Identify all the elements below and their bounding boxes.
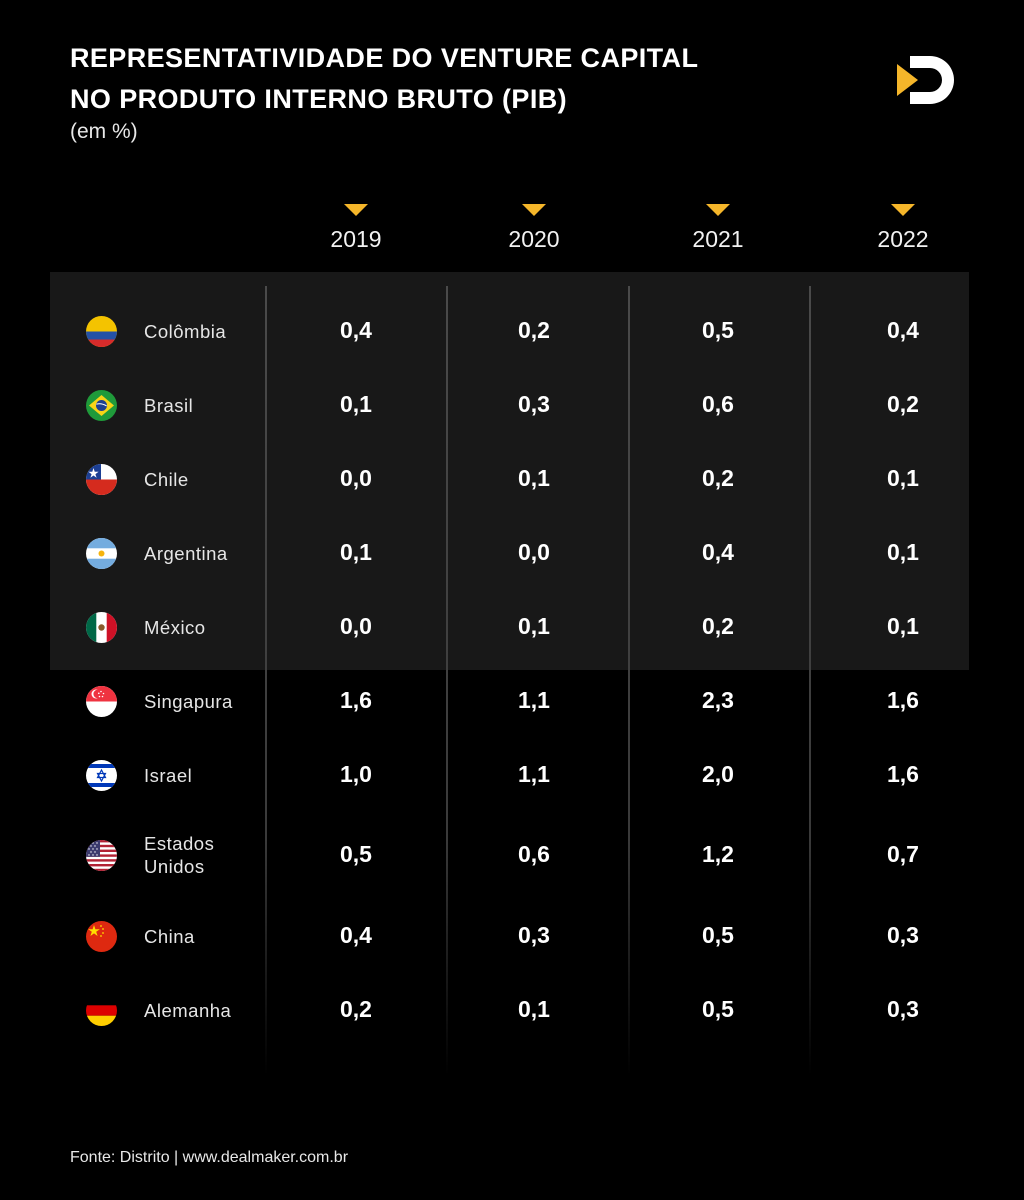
value-cell: 0,0 <box>340 613 372 639</box>
triangle-down-icon <box>891 204 915 216</box>
column-header-2020: 2020 <box>474 204 594 253</box>
value-cell: 1,6 <box>887 687 919 713</box>
source-footer: Fonte: Distrito | www.dealmaker.com.br <box>70 1149 349 1166</box>
value-cell: 1,6 <box>340 687 372 713</box>
mexico-flag-icon <box>86 611 117 643</box>
value-cell: 0,1 <box>887 465 919 491</box>
title-line-1: REPRESENTATIVIDADE DO VENTURE CAPITAL <box>70 43 699 73</box>
value-cell: 0,2 <box>702 613 734 639</box>
column-divider <box>265 286 267 1076</box>
value-cell: 0,5 <box>702 922 734 948</box>
value-cell: 0,5 <box>340 841 372 867</box>
value-cell: 0,3 <box>518 391 550 417</box>
table-row: Colômbia 0,4 0,2 0,5 0,4 <box>0 301 1024 361</box>
table-row: Chile 0,0 0,1 0,2 0,1 <box>0 449 1024 509</box>
column-divider <box>446 286 448 1076</box>
latam-highlight-band <box>50 272 969 670</box>
china-flag-icon <box>86 920 117 952</box>
value-cell: 0,3 <box>887 922 919 948</box>
year-label: 2019 <box>330 226 382 252</box>
year-label: 2022 <box>877 226 929 252</box>
country-label: Israel <box>144 764 193 786</box>
chart-title: REPRESENTATIVIDADE DO VENTURE CAPITAL NO… <box>70 38 698 120</box>
chile-flag-icon <box>86 463 117 495</box>
country-label: Chile <box>144 468 189 490</box>
country-label: Colômbia <box>144 320 227 342</box>
triangle-down-icon <box>344 204 368 216</box>
table-row: México 0,0 0,1 0,2 0,1 <box>0 597 1024 657</box>
triangle-down-icon <box>522 204 546 216</box>
column-header-2022: 2022 <box>843 204 963 253</box>
table-row: Brasil 0,1 0,3 0,6 0,2 <box>0 375 1024 435</box>
column-divider <box>809 286 811 1076</box>
country-label: Argentina <box>144 542 228 564</box>
triangle-down-icon <box>706 204 730 216</box>
value-cell: 1,0 <box>340 761 372 787</box>
value-cell: 0,1 <box>518 996 550 1022</box>
country-label: Estados Unidos <box>144 833 215 877</box>
table-row: Israel 1,0 1,1 2,0 1,6 <box>0 745 1024 805</box>
value-cell: 0,0 <box>518 539 550 565</box>
country-label: China <box>144 925 195 947</box>
value-cell: 2,3 <box>702 687 734 713</box>
title-line-2: NO PRODUTO INTERNO BRUTO (PIB) <box>70 84 568 114</box>
column-divider <box>628 286 630 1076</box>
israel-flag-icon <box>86 759 117 791</box>
germany-flag-icon <box>86 994 117 1026</box>
value-cell: 0,6 <box>702 391 734 417</box>
table-row: Singapura 1,6 1,1 2,3 1,6 <box>0 671 1024 731</box>
value-cell: 0,3 <box>518 922 550 948</box>
country-label: Alemanha <box>144 999 232 1021</box>
value-cell: 0,7 <box>887 841 919 867</box>
brazil-flag-icon <box>86 389 117 421</box>
table-row: China 0,4 0,3 0,5 0,3 <box>0 906 1024 966</box>
value-cell: 0,4 <box>340 922 372 948</box>
colombia-flag-icon <box>86 315 117 347</box>
singapore-flag-icon <box>86 685 117 717</box>
year-label: 2021 <box>692 226 744 252</box>
value-cell: 0,4 <box>887 317 919 343</box>
value-cell: 0,0 <box>340 465 372 491</box>
value-cell: 0,1 <box>887 539 919 565</box>
value-cell: 0,4 <box>340 317 372 343</box>
value-cell: 0,2 <box>702 465 734 491</box>
country-label: Brasil <box>144 394 194 416</box>
value-cell: 0,6 <box>518 841 550 867</box>
value-cell: 2,0 <box>702 761 734 787</box>
argentina-flag-icon <box>86 537 117 569</box>
dealmaker-logo-icon <box>897 56 954 104</box>
value-cell: 0,2 <box>340 996 372 1022</box>
country-label: Singapura <box>144 690 233 712</box>
column-header-2019: 2019 <box>296 204 416 253</box>
value-cell: 0,1 <box>518 465 550 491</box>
table-row: Argentina 0,1 0,0 0,4 0,1 <box>0 523 1024 583</box>
value-cell: 0,1 <box>518 613 550 639</box>
value-cell: 0,5 <box>702 317 734 343</box>
chart-subtitle: (em %) <box>70 120 138 143</box>
value-cell: 1,6 <box>887 761 919 787</box>
table-row: Alemanha 0,2 0,1 0,5 0,3 <box>0 980 1024 1040</box>
value-cell: 0,2 <box>518 317 550 343</box>
value-cell: 0,1 <box>340 539 372 565</box>
usa-flag-icon <box>86 839 117 871</box>
column-header-2021: 2021 <box>658 204 778 253</box>
year-label: 2020 <box>508 226 560 252</box>
value-cell: 0,1 <box>887 613 919 639</box>
country-label: México <box>144 616 206 638</box>
value-cell: 1,1 <box>518 761 550 787</box>
value-cell: 0,2 <box>887 391 919 417</box>
value-cell: 1,2 <box>702 841 734 867</box>
value-cell: 0,4 <box>702 539 734 565</box>
value-cell: 1,1 <box>518 687 550 713</box>
value-cell: 0,5 <box>702 996 734 1022</box>
value-cell: 0,1 <box>340 391 372 417</box>
value-cell: 0,3 <box>887 996 919 1022</box>
table-row: Estados Unidos 0,5 0,6 1,2 0,7 <box>0 825 1024 885</box>
